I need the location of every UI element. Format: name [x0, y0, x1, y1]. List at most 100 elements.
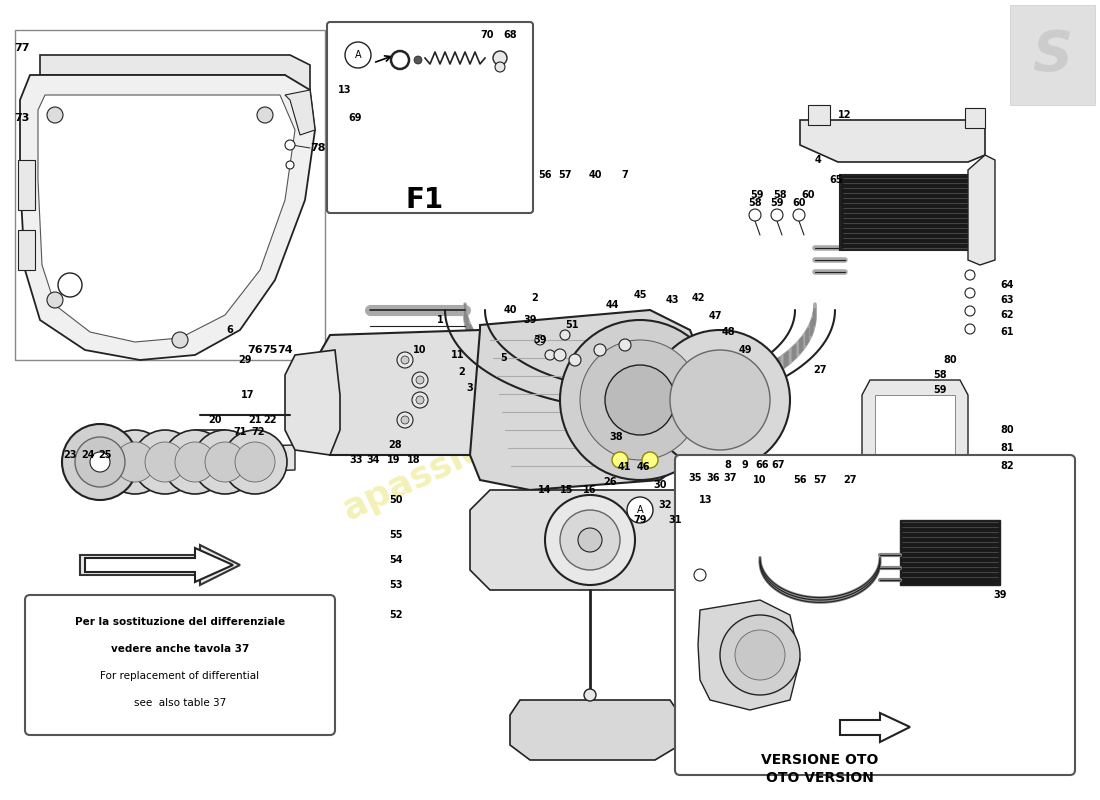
Polygon shape [100, 445, 295, 475]
Circle shape [163, 430, 227, 494]
Text: 5: 5 [500, 353, 507, 363]
Circle shape [670, 350, 770, 450]
Text: 26: 26 [603, 477, 617, 487]
Text: 1: 1 [437, 315, 443, 325]
Text: 63: 63 [1000, 295, 1013, 305]
Text: 50: 50 [389, 495, 403, 505]
Text: 24: 24 [81, 450, 95, 460]
Text: 18: 18 [407, 455, 421, 465]
Circle shape [642, 452, 658, 468]
Text: 43: 43 [666, 295, 679, 305]
Circle shape [569, 354, 581, 366]
Text: 8: 8 [725, 460, 732, 470]
Text: 58: 58 [773, 190, 786, 200]
Circle shape [390, 51, 409, 69]
Polygon shape [18, 160, 35, 210]
Circle shape [578, 528, 602, 552]
Text: 14: 14 [538, 485, 552, 495]
Circle shape [965, 306, 975, 316]
Circle shape [560, 320, 720, 480]
FancyBboxPatch shape [874, 395, 955, 475]
Circle shape [495, 62, 505, 72]
Text: 81: 81 [1000, 443, 1013, 453]
Text: 55: 55 [389, 530, 403, 540]
Circle shape [580, 340, 700, 460]
Text: 59: 59 [750, 190, 763, 200]
Text: 12: 12 [838, 110, 851, 120]
Circle shape [771, 209, 783, 221]
Text: 30: 30 [653, 480, 667, 490]
Circle shape [560, 330, 570, 340]
Text: 56: 56 [793, 475, 806, 485]
Text: 56: 56 [538, 170, 552, 180]
Circle shape [895, 510, 905, 520]
Circle shape [412, 392, 428, 408]
Text: 40: 40 [504, 305, 517, 315]
Text: 34: 34 [366, 455, 379, 465]
Text: 2: 2 [459, 367, 465, 377]
Text: 39: 39 [534, 335, 547, 345]
FancyBboxPatch shape [675, 455, 1075, 775]
FancyBboxPatch shape [900, 520, 1000, 585]
Polygon shape [85, 548, 233, 582]
Circle shape [414, 56, 422, 64]
Text: 39: 39 [993, 590, 1007, 600]
Circle shape [192, 430, 257, 494]
Circle shape [205, 442, 245, 482]
Polygon shape [800, 120, 984, 162]
Text: A: A [637, 505, 644, 515]
Text: 72: 72 [251, 427, 265, 437]
Text: 36: 36 [706, 473, 719, 483]
Polygon shape [40, 55, 310, 95]
Circle shape [965, 288, 975, 298]
Circle shape [965, 270, 975, 280]
Text: 57: 57 [813, 475, 827, 485]
Circle shape [58, 273, 82, 297]
Circle shape [416, 396, 424, 404]
Circle shape [749, 209, 761, 221]
Text: A: A [354, 50, 361, 60]
Text: 9: 9 [741, 460, 748, 470]
Text: 17: 17 [241, 390, 255, 400]
Text: 82: 82 [1000, 461, 1013, 471]
Text: 7: 7 [621, 170, 628, 180]
Text: 2: 2 [531, 293, 538, 303]
Circle shape [133, 430, 197, 494]
Text: 40: 40 [588, 170, 602, 180]
Circle shape [62, 424, 138, 500]
Text: 13: 13 [339, 85, 352, 95]
Circle shape [397, 352, 412, 368]
Text: 6: 6 [227, 325, 233, 335]
Circle shape [172, 332, 188, 348]
Circle shape [605, 365, 675, 435]
Circle shape [793, 209, 805, 221]
Text: 62: 62 [1000, 310, 1013, 320]
Text: 64: 64 [1000, 280, 1013, 290]
Text: 53: 53 [389, 580, 403, 590]
Circle shape [145, 442, 185, 482]
Text: 58: 58 [748, 198, 762, 208]
Text: 52: 52 [389, 610, 403, 620]
Text: 78: 78 [310, 143, 326, 153]
Circle shape [694, 569, 706, 581]
Text: VERSIONE OTO: VERSIONE OTO [761, 753, 879, 767]
Text: 74: 74 [277, 345, 293, 355]
Text: 45: 45 [634, 290, 647, 300]
Text: 10: 10 [414, 345, 427, 355]
Text: 15: 15 [560, 485, 574, 495]
Circle shape [412, 372, 428, 388]
Circle shape [650, 330, 790, 470]
Text: 13: 13 [700, 495, 713, 505]
Text: 22: 22 [263, 415, 277, 425]
Text: 79: 79 [634, 515, 647, 525]
Text: F1: F1 [406, 186, 444, 214]
Text: 3: 3 [466, 383, 473, 393]
Polygon shape [20, 75, 315, 360]
Text: 41: 41 [617, 462, 630, 472]
Text: 25: 25 [98, 450, 112, 460]
Circle shape [493, 51, 507, 65]
Text: 29: 29 [239, 355, 252, 365]
Text: 60: 60 [801, 190, 815, 200]
FancyBboxPatch shape [15, 30, 324, 360]
Circle shape [612, 452, 628, 468]
